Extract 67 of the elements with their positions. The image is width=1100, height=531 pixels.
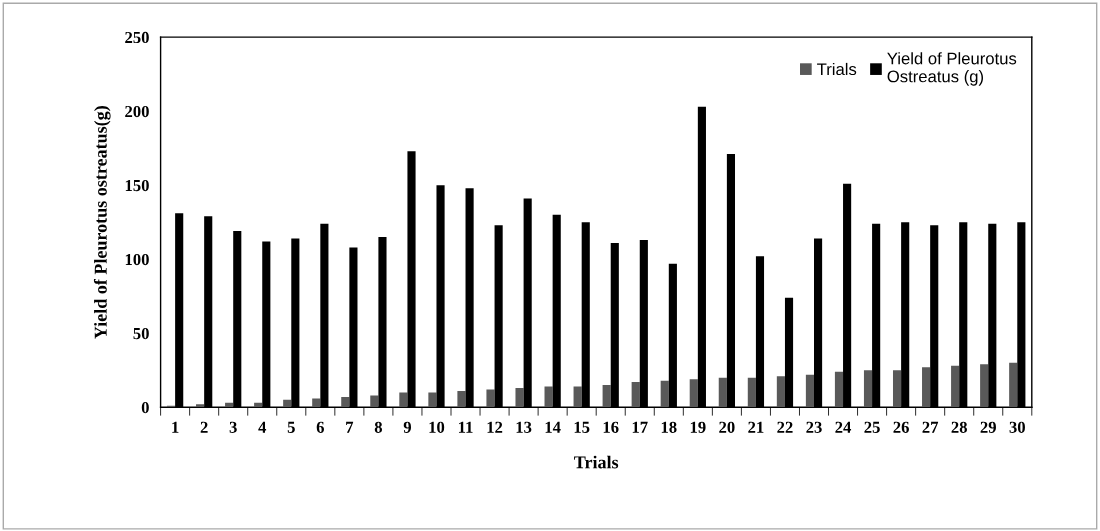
bar	[486, 389, 495, 408]
x-axis-title: Trials	[574, 455, 619, 469]
bar	[631, 382, 640, 408]
x-tick-label: 7	[346, 421, 354, 433]
x-tick-label: 2	[200, 421, 208, 433]
bar	[341, 396, 350, 408]
y-tick-label: 200	[125, 105, 149, 118]
bar	[283, 399, 292, 408]
bar	[660, 380, 669, 408]
x-tick-label: 13	[516, 421, 532, 433]
bar	[312, 398, 321, 408]
bar	[689, 379, 698, 408]
bar	[747, 377, 756, 408]
bar	[196, 404, 205, 408]
x-tick-label: 17	[632, 421, 648, 433]
y-tick-label: 150	[125, 179, 149, 192]
legend-label: Trials	[817, 62, 857, 76]
y-axis-title: Yield of Pleurotus ostreatus(g)	[93, 106, 111, 339]
bar	[922, 367, 931, 408]
bar	[399, 392, 408, 408]
bar	[515, 388, 524, 408]
x-tick-label: 24	[835, 421, 852, 433]
x-tick-label: 22	[777, 421, 793, 433]
y-tick-label: 0	[141, 401, 149, 414]
bar	[573, 386, 582, 408]
x-tick-label: 19	[690, 421, 706, 433]
x-tick-label: 6	[316, 421, 324, 433]
x-tick-label: 18	[661, 421, 677, 433]
x-tick-label: 16	[603, 421, 619, 433]
y-tick-label: 100	[125, 253, 149, 266]
bar	[718, 377, 727, 408]
x-tick-label: 5	[287, 421, 295, 433]
x-tick-label: 29	[980, 421, 996, 433]
bar	[892, 370, 902, 408]
bar	[457, 390, 466, 408]
x-tick-label: 12	[487, 421, 503, 433]
x-tick-label: 26	[893, 421, 909, 433]
bar	[834, 371, 844, 408]
bar	[805, 374, 814, 408]
x-tick-label: 4	[258, 421, 267, 433]
x-tick-label: 1	[172, 421, 179, 433]
x-tick-label: 21	[748, 421, 764, 433]
x-tick-label: 3	[229, 421, 237, 433]
bar	[602, 385, 611, 408]
x-tick-label: 28	[951, 421, 967, 433]
x-tick-label: 25	[864, 421, 880, 433]
bar	[863, 370, 873, 408]
bar	[370, 395, 379, 408]
x-tick-label: 15	[574, 421, 590, 433]
x-tick-label: 30	[1009, 421, 1025, 433]
x-tick-label: 8	[374, 421, 383, 433]
x-tick-label: 20	[719, 421, 735, 433]
x-tick-label: 14	[545, 421, 561, 433]
bar	[951, 365, 960, 408]
bar	[776, 376, 785, 408]
bar	[980, 364, 989, 408]
bar	[1009, 362, 1018, 408]
x-tick-label: 11	[458, 421, 473, 433]
x-tick-label: 10	[429, 421, 445, 433]
bar	[428, 392, 437, 408]
legend-label: Yield of Pleurotus Ostreatus (g)	[887, 52, 1017, 86]
x-tick-label: 9	[403, 421, 412, 433]
x-tick-label: 23	[806, 421, 822, 433]
y-tick-label: 50	[133, 327, 149, 340]
y-tick-label: 250	[125, 31, 149, 44]
x-tick-label: 27	[922, 421, 939, 433]
bar	[544, 386, 553, 408]
